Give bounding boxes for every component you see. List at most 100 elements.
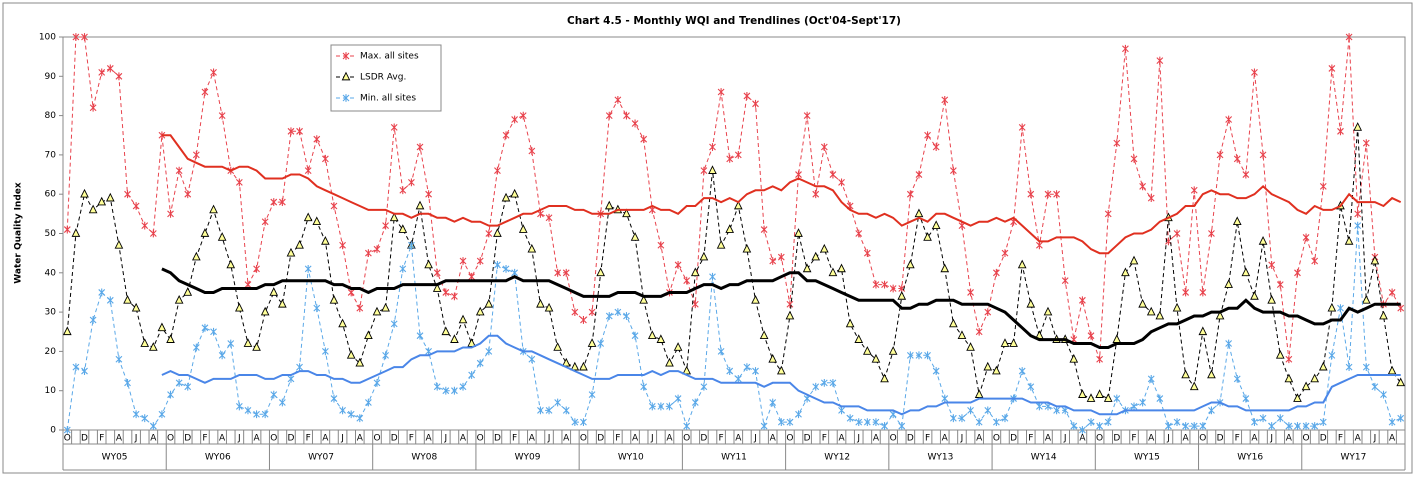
marker	[1302, 233, 1310, 242]
trend-line	[161, 267, 1401, 349]
x-tick-label: A	[219, 434, 226, 444]
x-tick-label: D	[81, 434, 88, 444]
marker	[640, 135, 648, 144]
marker	[752, 99, 759, 108]
marker	[872, 280, 880, 289]
marker	[399, 186, 407, 195]
marker	[605, 312, 613, 320]
marker	[175, 166, 183, 175]
marker	[89, 103, 97, 112]
marker	[605, 111, 613, 120]
marker	[1156, 394, 1164, 403]
marker	[752, 367, 759, 375]
marker	[330, 202, 338, 210]
marker	[381, 302, 390, 312]
marker	[227, 339, 235, 348]
marker	[1130, 154, 1138, 163]
marker	[494, 261, 501, 269]
marker	[1337, 127, 1344, 136]
marker	[218, 351, 226, 360]
marker	[390, 319, 398, 328]
legend-box	[330, 44, 442, 112]
marker	[1053, 190, 1060, 199]
marker	[1225, 339, 1233, 348]
marker	[502, 264, 510, 273]
x-tick-label: A	[1251, 434, 1258, 444]
marker	[304, 166, 312, 175]
x-tick-label: A	[838, 434, 845, 444]
marker	[863, 418, 871, 427]
marker	[949, 166, 957, 175]
marker	[717, 347, 725, 356]
x-tick-label: J	[237, 434, 241, 444]
marker	[674, 261, 682, 269]
marker	[1044, 190, 1052, 199]
marker	[1284, 373, 1294, 383]
marker	[356, 414, 364, 423]
marker	[115, 72, 123, 81]
marker	[1036, 241, 1043, 250]
marker	[132, 410, 140, 419]
x-tick-label: J	[753, 434, 757, 444]
marker	[777, 418, 785, 427]
marker	[389, 212, 399, 222]
x-tick-label: D	[184, 434, 191, 444]
marker	[623, 111, 630, 120]
marker	[217, 232, 227, 241]
x-tick-label: O	[1303, 434, 1310, 444]
marker	[726, 367, 734, 375]
marker	[829, 170, 837, 179]
x-tick-label: D	[700, 434, 707, 444]
marker	[518, 224, 528, 233]
series-line	[66, 127, 1402, 400]
marker	[1241, 267, 1251, 277]
marker	[614, 95, 622, 104]
marker	[743, 92, 751, 100]
marker	[510, 188, 519, 198]
marker	[881, 280, 888, 289]
marker	[338, 318, 347, 328]
marker	[571, 418, 579, 427]
marker	[373, 378, 381, 387]
marker	[296, 363, 303, 372]
marker	[132, 202, 140, 210]
marker	[967, 288, 974, 297]
x-tick-label: A	[942, 434, 949, 444]
x-tick-label: A	[563, 434, 570, 444]
marker	[690, 267, 700, 277]
marker	[1198, 326, 1208, 336]
x-tick-label: F	[306, 434, 311, 444]
group-label: WY17	[1340, 453, 1366, 463]
marker	[1190, 186, 1198, 195]
marker	[346, 350, 356, 359]
marker	[872, 418, 880, 427]
marker	[1173, 229, 1181, 238]
marker	[1182, 422, 1190, 430]
x-tick-label: O	[270, 434, 277, 444]
legend-marker	[342, 52, 350, 60]
marker	[580, 418, 587, 427]
marker	[399, 264, 407, 273]
x-tick-label: J	[1373, 434, 1377, 444]
x-tick-label: A	[735, 434, 742, 444]
x-tick-label: A	[116, 434, 123, 444]
marker	[940, 263, 950, 273]
marker	[330, 394, 338, 403]
marker	[287, 375, 295, 383]
marker	[1302, 422, 1310, 430]
marker	[476, 359, 484, 368]
marker	[1139, 182, 1147, 191]
marker	[734, 151, 742, 159]
marker	[924, 131, 931, 140]
marker	[941, 95, 949, 104]
marker	[468, 371, 476, 379]
marker	[819, 243, 829, 253]
marker	[1362, 139, 1370, 148]
marker	[115, 355, 123, 364]
marker	[1043, 306, 1053, 316]
marker	[880, 373, 889, 383]
group-label: WY10	[618, 453, 644, 463]
marker	[209, 204, 218, 214]
marker	[167, 390, 174, 399]
x-tick-label: F	[202, 434, 207, 444]
